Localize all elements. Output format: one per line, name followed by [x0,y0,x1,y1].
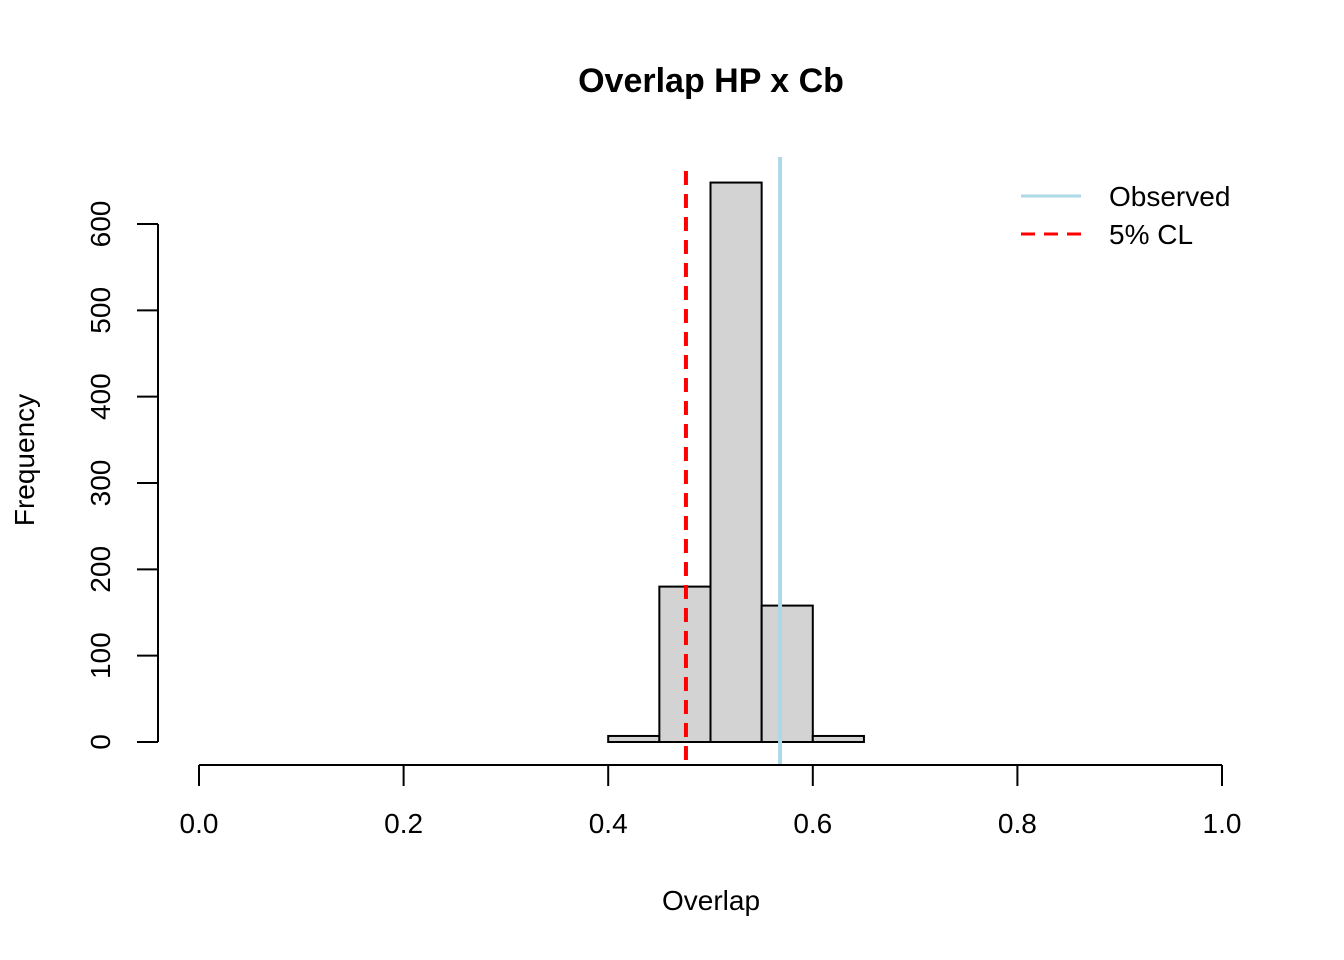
reference-lines [683,157,783,765]
x-tick-label-2: 0.4 [589,808,628,839]
y-tick-label-3: 300 [85,460,116,507]
y-tick-label-0: 0 [85,734,116,750]
x-axis: 0.0 0.2 0.4 0.6 0.8 1.0 [180,764,1242,839]
y-axis: 0 100 200 300 400 500 600 [85,201,159,750]
x-axis-label: Overlap [662,885,760,916]
x-tick-label-4: 0.8 [998,808,1037,839]
histogram-bars [607,181,865,743]
x-tick-label-1: 0.2 [384,808,423,839]
y-tick-label-4: 400 [85,373,116,420]
x-tick-label-5: 1.0 [1203,808,1242,839]
chart-title: Overlap HP x Cb [578,62,844,100]
histogram-bar-2 [709,181,763,743]
legend: Observed 5% CL [1021,181,1230,250]
y-tick-label-1: 100 [85,632,116,679]
x-tick-label-3: 0.6 [793,808,832,839]
y-tick-label-6: 600 [85,201,116,248]
x-tick-label-0: 0.0 [180,808,219,839]
histogram-bar-3 [760,604,814,743]
legend-label-5pct-cl: 5% CL [1109,219,1193,250]
histogram-bar-4 [811,734,865,743]
y-tick-label-5: 500 [85,287,116,334]
legend-label-observed: Observed [1109,181,1230,212]
y-axis-label: Frequency [9,394,40,526]
y-tick-label-2: 200 [85,546,116,593]
histogram-bar-0 [607,734,661,743]
